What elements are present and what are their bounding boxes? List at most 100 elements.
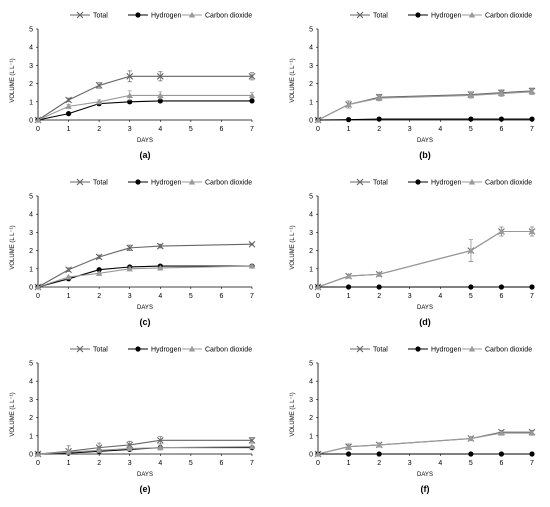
x-tick-label: 1 — [67, 460, 71, 467]
data-point-marker — [156, 242, 164, 250]
legend-entry: Hydrogen — [128, 346, 181, 354]
x-tick-label: 1 — [67, 126, 71, 133]
x-tick-label: 6 — [219, 460, 223, 467]
x-tick-label: 4 — [438, 460, 442, 467]
panel-label: (a) — [140, 150, 151, 160]
series-line — [37, 75, 252, 121]
legend-label: Hydrogen — [431, 347, 461, 354]
legend-entry: Hydrogen — [128, 179, 181, 187]
x-tick-label: 0 — [36, 293, 40, 300]
legend-marker — [135, 12, 141, 18]
data-point-marker — [376, 284, 382, 290]
legend-marker — [188, 345, 196, 352]
y-tick-label: 1 — [29, 266, 33, 273]
legend-entry: Carbon dioxide — [182, 345, 252, 354]
x-tick-label: 7 — [530, 126, 534, 133]
x-tick-label: 4 — [158, 293, 162, 300]
data-point-marker — [314, 116, 322, 123]
x-tick-label: 3 — [128, 460, 132, 467]
data-point-marker — [65, 111, 72, 117]
y-tick-label: 5 — [309, 27, 313, 34]
data-point-marker — [375, 271, 383, 277]
legend-marker — [76, 178, 84, 186]
legend-label: Total — [373, 13, 388, 20]
legend-marker — [356, 11, 364, 19]
data-point-marker — [376, 451, 382, 457]
series-line — [317, 118, 532, 121]
chart-panel: 0 1 2 3 4 5 0 1 2 3 4 5 6 7 DAYS VOLUME (L L⁻¹) Total Hyd… — [290, 178, 536, 327]
y-tick-label: 1 — [29, 433, 33, 440]
x-axis-title: DAYS — [137, 305, 153, 311]
data-point-marker — [467, 435, 475, 442]
chart-panel: 0 1 2 3 4 5 0 1 2 3 4 5 6 7 DAYS VOLUME (L L⁻¹) Total Hyd… — [10, 11, 256, 160]
x-tick-label: 1 — [347, 293, 351, 300]
legend-entry: Total — [70, 11, 108, 20]
x-tick-label: 7 — [250, 460, 254, 467]
y-tick-label: 0 — [309, 118, 313, 125]
x-tick-label: 5 — [189, 293, 193, 300]
series-group — [34, 443, 256, 457]
y-tick-label: 3 — [29, 397, 33, 404]
y-tick-label: 2 — [309, 248, 313, 255]
data-point-marker — [248, 72, 256, 80]
legend-label: Carbon dioxide — [205, 347, 252, 354]
data-point-marker — [498, 116, 505, 122]
data-point-marker — [34, 283, 42, 290]
y-tick-label: 3 — [29, 230, 33, 237]
y-tick-label: 3 — [29, 63, 33, 70]
data-point-marker — [468, 284, 474, 290]
chart-panel: 0 1 2 3 4 5 0 1 2 3 4 5 6 7 DAYS VOLUME (L L⁻¹) Total Hyd… — [10, 178, 256, 327]
data-point-marker — [127, 99, 133, 105]
y-tick-label: 0 — [29, 452, 33, 459]
legend-label: Carbon dioxide — [485, 180, 532, 187]
data-point-marker — [126, 441, 134, 449]
series-line — [317, 230, 532, 288]
data-point-marker — [468, 116, 474, 122]
series-line — [37, 265, 253, 288]
legend-entry: Hydrogen — [408, 179, 461, 187]
legend-label: Carbon dioxide — [205, 180, 252, 187]
y-tick-label: 4 — [309, 212, 313, 219]
data-point-marker — [345, 443, 352, 450]
series-line — [317, 230, 532, 288]
y-tick-label: 3 — [309, 63, 313, 70]
data-point-marker — [157, 264, 164, 271]
x-tick-label: 3 — [408, 460, 412, 467]
legend-marker — [468, 178, 476, 185]
y-tick-label: 3 — [309, 230, 313, 237]
legend-entry: Carbon dioxide — [182, 178, 252, 187]
x-tick-label: 2 — [377, 126, 381, 133]
data-point-marker — [157, 444, 164, 451]
x-tick-label: 0 — [316, 460, 320, 467]
y-tick-label: 2 — [309, 81, 313, 88]
x-tick-label: 2 — [377, 293, 381, 300]
chart-panel: 0 1 2 3 4 5 0 1 2 3 4 5 6 7 DAYS VOLUME (L L⁻¹) Total Hyd… — [290, 11, 536, 160]
legend-label: Total — [93, 347, 108, 354]
x-tick-label: 1 — [347, 460, 351, 467]
data-point-marker — [65, 266, 72, 274]
series-group — [34, 262, 256, 290]
series-group — [314, 429, 536, 457]
legend-entry: Carbon dioxide — [462, 178, 532, 187]
data-point-marker — [498, 451, 505, 457]
x-tick-label: 6 — [499, 126, 503, 133]
legend-entry: Carbon dioxide — [182, 11, 252, 20]
x-tick-label: 5 — [189, 460, 193, 467]
legend-marker — [76, 11, 84, 19]
data-point-marker — [34, 116, 42, 123]
x-tick-label: 0 — [36, 126, 40, 133]
legend-label: Hydrogen — [151, 180, 181, 187]
y-tick-label: 1 — [29, 99, 33, 106]
legend-marker — [356, 345, 364, 353]
data-point-marker — [157, 98, 163, 104]
series-group — [314, 88, 536, 123]
data-point-marker — [529, 284, 535, 290]
x-tick-label: 0 — [316, 126, 320, 133]
x-tick-label: 2 — [97, 460, 101, 467]
data-point-marker — [528, 228, 536, 235]
series-line — [37, 94, 252, 121]
data-point-marker — [95, 82, 103, 89]
legend-marker — [415, 179, 421, 185]
x-tick-label: 6 — [499, 460, 503, 467]
x-axis-title: DAYS — [417, 138, 433, 144]
